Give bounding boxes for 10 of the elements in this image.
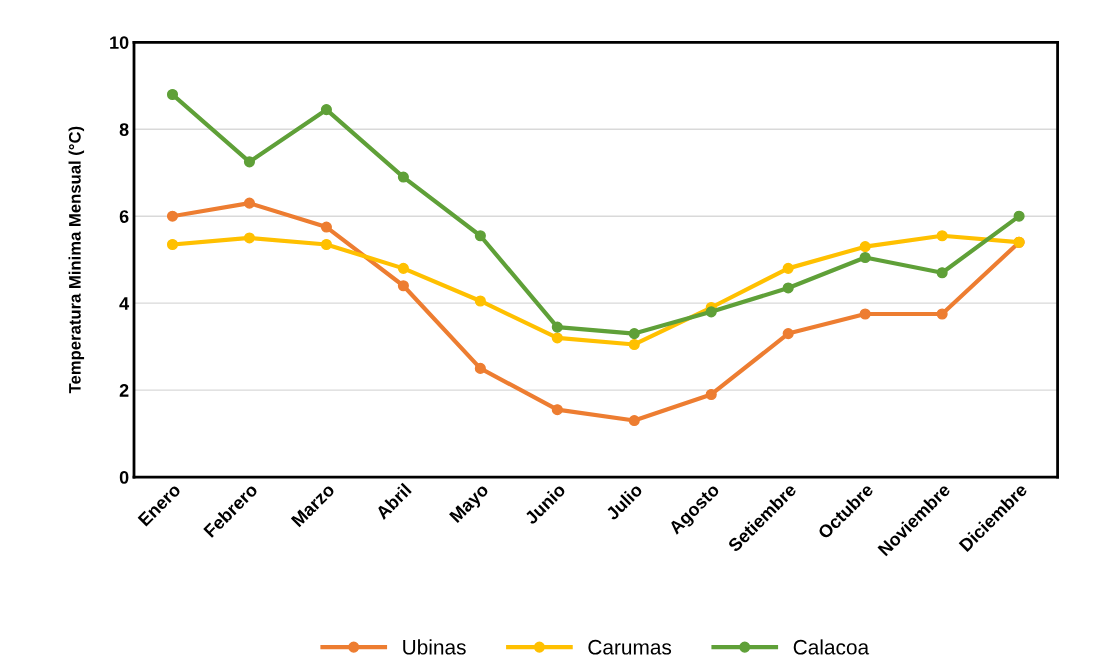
y-tick-label: 8 bbox=[119, 123, 129, 136]
y-tick-label: 4 bbox=[119, 297, 130, 310]
y-tick-label: 0 bbox=[119, 471, 129, 484]
y-tick-label: 2 bbox=[119, 384, 129, 397]
y-tick-label: 10 bbox=[110, 36, 129, 49]
legend-label: Calacoa bbox=[793, 639, 870, 655]
legend-label: Ubinas bbox=[403, 639, 466, 655]
y-axis-title: Temperatura Minima Mensual (°C) bbox=[68, 126, 85, 394]
y-tick-label: 6 bbox=[119, 210, 129, 223]
legend-label: Carumas bbox=[588, 639, 672, 655]
